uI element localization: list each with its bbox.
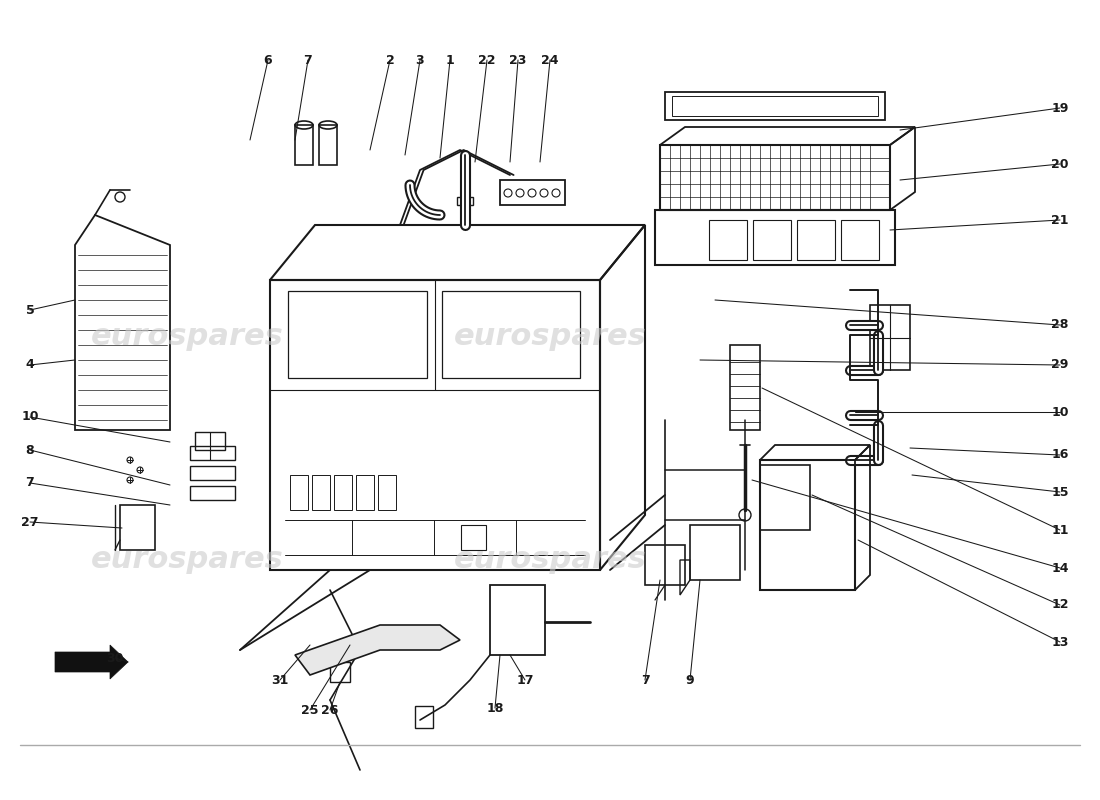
Text: 4: 4	[25, 358, 34, 371]
Text: 10: 10	[21, 410, 38, 423]
Text: 17: 17	[516, 674, 534, 686]
Text: 18: 18	[486, 702, 504, 714]
Bar	[645, 545, 685, 585]
Text: eurospares: eurospares	[90, 546, 284, 574]
Bar	[190, 446, 235, 460]
Text: 10: 10	[1052, 406, 1069, 418]
Text: 30: 30	[107, 651, 123, 665]
Bar	[270, 280, 600, 570]
Bar	[415, 706, 433, 728]
Text: 22: 22	[478, 54, 496, 66]
Text: 3: 3	[416, 54, 425, 66]
Text: 1: 1	[446, 54, 454, 66]
Text: 28: 28	[1052, 318, 1069, 331]
Bar	[290, 475, 308, 510]
Bar	[672, 96, 878, 116]
Text: 9: 9	[685, 674, 694, 686]
Text: 27: 27	[21, 515, 38, 529]
Text: eurospares: eurospares	[453, 546, 647, 574]
Bar	[120, 505, 155, 550]
Text: 24: 24	[541, 54, 559, 66]
Text: 26: 26	[321, 703, 339, 717]
Text: 16: 16	[1052, 449, 1069, 462]
Bar	[842, 220, 879, 260]
Bar	[710, 220, 747, 260]
Bar	[334, 475, 352, 510]
Bar	[760, 465, 810, 530]
Polygon shape	[55, 645, 128, 679]
Text: 12: 12	[1052, 598, 1069, 611]
Text: 19: 19	[1052, 102, 1069, 114]
Text: 8: 8	[25, 443, 34, 457]
Bar	[190, 486, 235, 500]
Bar	[195, 432, 226, 450]
Text: eurospares: eurospares	[90, 322, 284, 350]
Bar	[456, 197, 473, 205]
Bar	[378, 475, 396, 510]
Text: 5: 5	[25, 303, 34, 317]
Text: 7: 7	[304, 54, 312, 66]
Text: 7: 7	[640, 674, 649, 686]
Text: 25: 25	[301, 703, 319, 717]
Bar	[730, 345, 760, 430]
Text: 21: 21	[1052, 214, 1069, 226]
Text: 11: 11	[1052, 523, 1069, 537]
Bar	[312, 475, 330, 510]
Bar	[754, 220, 791, 260]
Bar	[190, 466, 235, 480]
Text: 6: 6	[264, 54, 273, 66]
Bar	[870, 305, 910, 370]
Text: 29: 29	[1052, 358, 1069, 371]
Bar	[288, 291, 427, 378]
Bar	[500, 180, 565, 205]
Bar	[660, 145, 890, 210]
Bar	[330, 662, 350, 682]
Text: 13: 13	[1052, 635, 1069, 649]
Text: 15: 15	[1052, 486, 1069, 498]
Bar	[690, 525, 740, 580]
Text: 2: 2	[386, 54, 395, 66]
Text: 14: 14	[1052, 562, 1069, 574]
Text: 7: 7	[25, 477, 34, 490]
Bar	[441, 291, 580, 378]
Text: 31: 31	[272, 674, 288, 686]
Bar	[356, 475, 374, 510]
Bar	[490, 585, 544, 655]
Bar	[654, 210, 895, 265]
Text: eurospares: eurospares	[453, 322, 647, 350]
Bar	[798, 220, 835, 260]
Bar	[295, 125, 313, 165]
Bar	[319, 125, 337, 165]
Text: 20: 20	[1052, 158, 1069, 170]
Text: 23: 23	[509, 54, 527, 66]
Bar	[666, 92, 886, 120]
Bar	[461, 525, 486, 550]
Bar	[760, 460, 855, 590]
Polygon shape	[295, 625, 460, 675]
